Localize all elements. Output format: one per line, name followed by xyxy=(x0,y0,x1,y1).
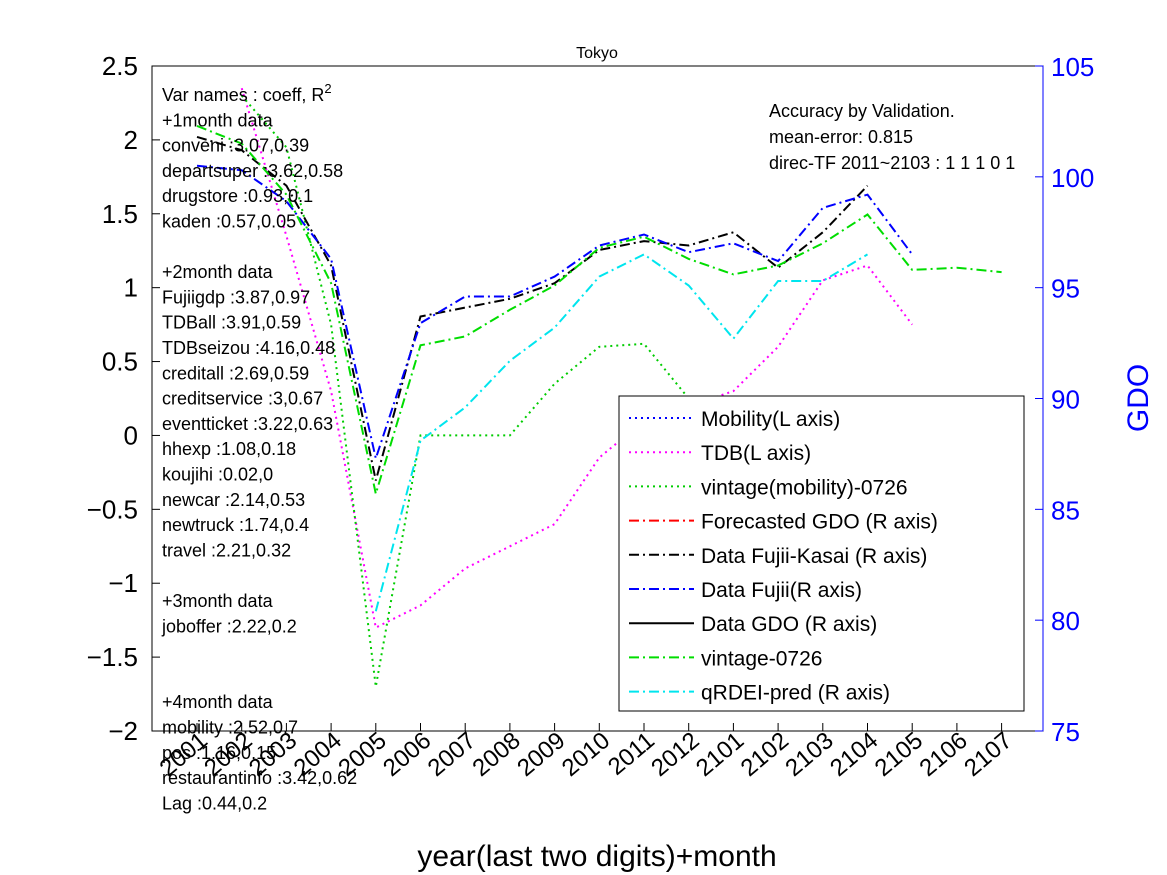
annotation-line: koujihi :0.02,0 xyxy=(162,465,273,485)
x-tick-label: 2008 xyxy=(468,727,526,782)
annotation-line: mobility :2.52,0.7 xyxy=(162,718,298,738)
x-tick-label: 2101 xyxy=(691,727,749,782)
x-tick-label: 2103 xyxy=(780,727,838,782)
annotation-line: newcar :2.14,0.53 xyxy=(162,490,305,510)
right-tick-label: 105 xyxy=(1051,52,1094,82)
annotation-line: departsuper :3.62,0.58 xyxy=(162,161,343,181)
legend-label: Data GDO (R axis) xyxy=(701,613,877,636)
x-tick-label: 2107 xyxy=(959,727,1017,782)
annotation-line: +4month data xyxy=(162,692,274,712)
superscript: 2 xyxy=(324,81,331,96)
annotation-line: Var names : coeff, R2 xyxy=(162,81,332,105)
annotation-line: eventticket :3.22,0.63 xyxy=(162,414,333,434)
series-line xyxy=(196,124,1002,495)
right-tick-label: 85 xyxy=(1051,495,1080,525)
left-tick-label: 1 xyxy=(124,273,138,303)
annotation-line: TDBseizou :4.16,0.48 xyxy=(162,338,335,358)
right-tick-label: 95 xyxy=(1051,274,1080,304)
right-tick-label: 80 xyxy=(1051,606,1080,636)
x-tick-label: 2106 xyxy=(915,727,973,782)
right-tick-label: 90 xyxy=(1051,385,1080,415)
legend-label: vintage(mobility)-0726 xyxy=(701,476,908,499)
legend-label: qRDEI-pred (R axis) xyxy=(701,682,890,705)
left-tick-label: 2 xyxy=(124,125,138,155)
x-tick-label: 2105 xyxy=(870,727,928,782)
annotation-line: pos :1.16,0.15 xyxy=(162,743,276,763)
annotation-line: joboffer :2.22,0.2 xyxy=(161,616,297,636)
series-line xyxy=(374,253,869,612)
x-axis-label: year(last two digits)+month xyxy=(417,840,776,873)
annotation-line: +3month data xyxy=(162,591,274,611)
accuracy-line: direc-TF 2011~2103 : 1 1 1 0 1 xyxy=(769,153,1015,173)
left-tick-label: −1 xyxy=(108,568,138,598)
annotation-line: TDBall :3.91,0.59 xyxy=(162,313,301,333)
annotation-line: travel :2.21,0.32 xyxy=(162,540,291,560)
left-tick-label: −2 xyxy=(108,716,138,746)
x-tick-label: 2007 xyxy=(423,727,481,782)
annotation-line: +2month data xyxy=(162,262,274,282)
annotation-line: Fujiigdp :3.87,0.97 xyxy=(162,287,310,307)
right-tick-label: 75 xyxy=(1051,717,1080,747)
annotation-line: conveni :3.07,0.39 xyxy=(162,136,309,156)
legend-label: Data Fujii(R axis) xyxy=(701,579,862,602)
legend-label: TDB(L axis) xyxy=(701,442,811,465)
series-line xyxy=(196,164,914,463)
x-tick-label: 2102 xyxy=(736,727,794,782)
left-tick-label: −1.5 xyxy=(87,642,138,672)
legend-label: vintage-0726 xyxy=(701,647,822,670)
legend-label: Data Fujii-Kasai (R axis) xyxy=(701,545,927,568)
right-tick-label: 100 xyxy=(1051,163,1094,193)
annotation-line: restaurantinfo :3.42,0.62 xyxy=(162,768,357,788)
x-tick-label: 2006 xyxy=(378,727,436,782)
chart-title: Tokyo xyxy=(576,45,618,62)
annotation-line: newtruck :1.74,0.4 xyxy=(162,515,309,535)
x-tick-label: 2010 xyxy=(557,727,615,782)
annotation-line: creditservice :3,0.67 xyxy=(162,389,323,409)
annotation-line: +1month data xyxy=(162,110,274,130)
x-tick-label: 2009 xyxy=(512,727,570,782)
left-tick-label: 0 xyxy=(124,420,138,450)
legend-label: Forecasted GDO (R axis) xyxy=(701,511,938,534)
left-annotation-block: Var names : coeff, R2 +1month data conveni… xyxy=(161,81,357,813)
left-tick-label: −0.5 xyxy=(87,494,138,524)
x-tick-label: 2104 xyxy=(825,727,883,782)
annotation-line: creditall :2.69,0.59 xyxy=(162,363,309,383)
legend: Mobility(L axis) TDB(L axis) vintage(mobil… xyxy=(618,395,1025,712)
right-annotation-block: Accuracy by Validation. mean-error: 0.815… xyxy=(769,101,1015,173)
accuracy-line: mean-error: 0.815 xyxy=(769,127,913,147)
annotation-line: drugstore :0.93,0.1 xyxy=(162,186,313,206)
annotation-line: Lag :0.44,0.2 xyxy=(162,793,267,813)
annotation-line: hhexp :1.08,0.18 xyxy=(162,439,296,459)
x-tick-label: 2011 xyxy=(603,727,660,781)
x-tick-label: 2012 xyxy=(646,727,704,782)
series-line xyxy=(196,135,869,481)
accuracy-line: Accuracy by Validation. xyxy=(769,101,955,121)
left-tick-label: 2.5 xyxy=(102,51,138,81)
annotation-line: kaden :0.57,0.05 xyxy=(162,212,296,232)
legend-box xyxy=(618,395,1025,712)
legend-label: Mobility(L axis) xyxy=(701,408,840,431)
left-tick-label: 0.5 xyxy=(102,347,138,377)
series-line xyxy=(240,87,913,630)
left-tick-label: 1.5 xyxy=(102,199,138,229)
right-axis-label: GDO xyxy=(1122,364,1155,432)
